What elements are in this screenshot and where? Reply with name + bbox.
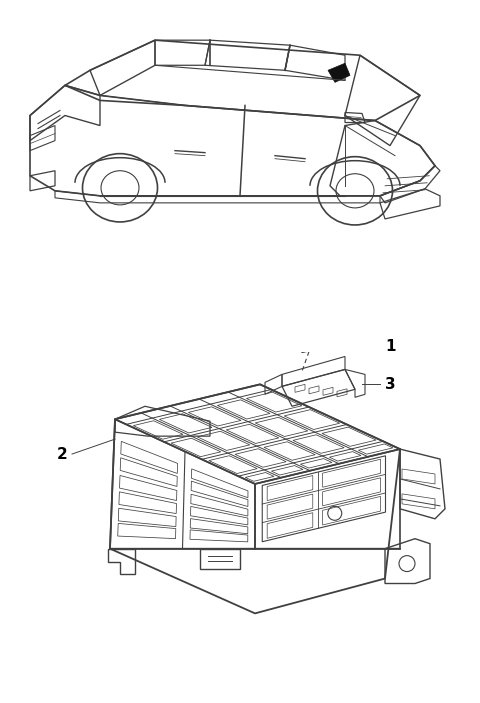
Text: 1: 1 <box>385 339 396 354</box>
Text: 2: 2 <box>57 446 68 462</box>
Text: 3: 3 <box>385 377 396 392</box>
Polygon shape <box>328 63 350 82</box>
